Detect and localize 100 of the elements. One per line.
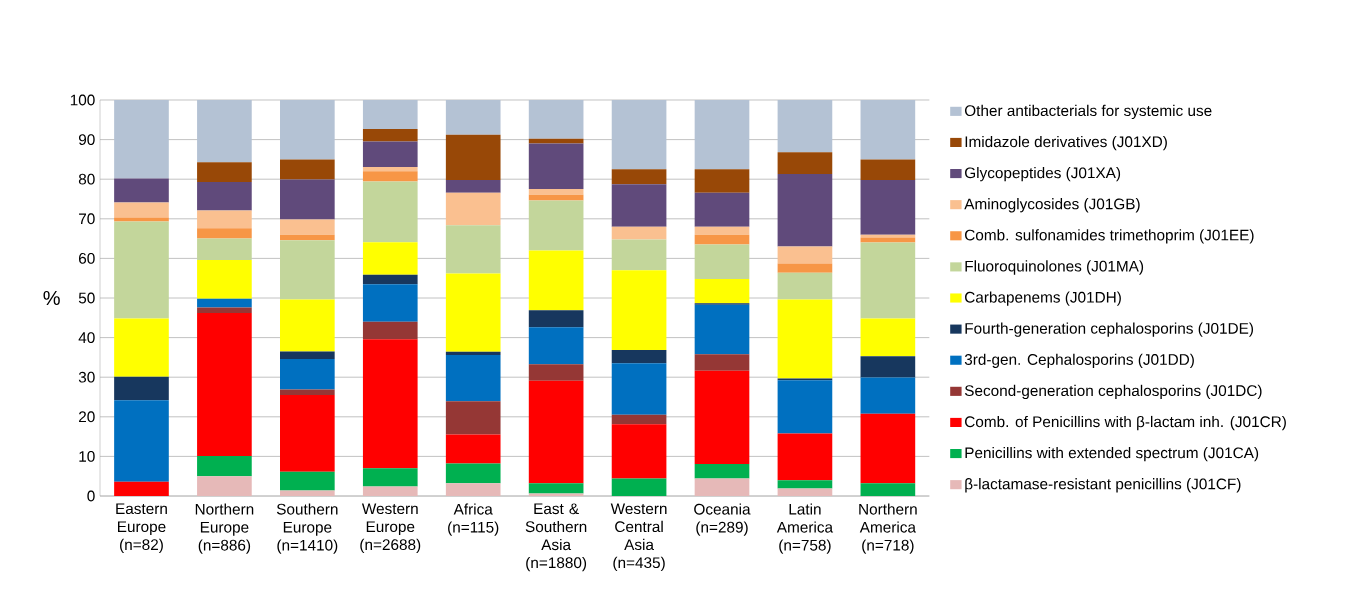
bar — [611, 184, 667, 227]
y-tick-label: 10 — [79, 450, 95, 462]
bar — [860, 100, 916, 160]
bar — [528, 310, 584, 328]
bar — [362, 468, 418, 487]
legend-label: Fluoroquinolones (J01MA) — [965, 260, 1144, 275]
y-tick-label: 60 — [79, 252, 95, 264]
legend-label: Carbapenems (J01DH) — [965, 291, 1121, 306]
bar — [860, 242, 916, 319]
bar — [362, 274, 418, 285]
x-tick-label: Oceania (n=289) — [694, 503, 751, 536]
y-axis-title: % — [43, 291, 60, 306]
bar — [445, 401, 501, 435]
bar — [280, 179, 335, 220]
bar — [197, 307, 252, 314]
legend-label: 3rd-gen. Cephalosporins (J01DD) — [964, 353, 1194, 368]
x-tick-label: Western Europe (n=2688) — [360, 503, 421, 554]
x-tick-label: Northern America (n=718) — [859, 503, 917, 554]
bar — [280, 219, 335, 235]
y-tick-label: 40 — [78, 332, 95, 344]
bar — [197, 259, 252, 299]
bar — [611, 169, 667, 185]
bar — [280, 471, 335, 491]
bar — [777, 174, 833, 247]
bar — [860, 483, 916, 496]
bar — [694, 234, 750, 245]
bar — [860, 413, 916, 484]
bar — [777, 433, 833, 481]
bar — [694, 192, 750, 227]
bar — [197, 162, 252, 182]
bar — [114, 318, 169, 377]
x-tick-label: Latin America (n=758) — [776, 503, 834, 554]
bar — [777, 488, 833, 496]
bar — [445, 483, 501, 496]
bar — [445, 355, 501, 402]
bar — [860, 179, 916, 235]
bar — [197, 313, 252, 456]
bar — [362, 321, 418, 340]
bar — [362, 141, 418, 167]
bar — [197, 476, 252, 496]
bar — [197, 210, 252, 229]
bar — [528, 189, 584, 195]
bar — [445, 351, 501, 356]
legend-label: Penicillins with extended spectrum (J01CA) — [965, 447, 1259, 462]
bar — [611, 100, 667, 170]
legend-label: Other antibacterials for systemic use — [964, 104, 1212, 120]
bar — [197, 238, 252, 260]
y-tick-label: 20 — [79, 411, 95, 423]
x-tick-label: Northern Europe (n=886) — [195, 503, 254, 554]
y-tick-label: 100 — [70, 94, 95, 106]
bar — [611, 349, 667, 364]
bar — [777, 272, 833, 300]
x-tick-label: Southern Europe (n=1410) — [276, 503, 338, 554]
bar — [860, 318, 916, 357]
bar — [114, 481, 169, 496]
bar — [528, 194, 584, 201]
x-tick-label: Africa (n=115) — [448, 503, 499, 536]
legend-label: Glycopeptides (J01XA) — [965, 167, 1121, 182]
bar — [445, 434, 501, 464]
bar — [777, 152, 833, 175]
bar — [280, 351, 335, 359]
bar — [777, 299, 833, 379]
legend-label: Imidazole derivatives (J01XD) — [965, 135, 1167, 151]
y-tick-label: 0 — [87, 490, 95, 502]
bar — [694, 354, 750, 371]
bar — [860, 356, 916, 378]
bar — [777, 246, 833, 264]
bar — [528, 483, 584, 494]
bar — [362, 128, 418, 142]
bar — [528, 200, 584, 251]
bar — [114, 400, 169, 482]
legend-label: Comb. sulfonamides trimethoprim (J01EE) — [965, 229, 1254, 244]
x-tick-label: East & Southern Asia (n=1880) — [525, 503, 587, 572]
y-tick-label: 70 — [79, 213, 95, 225]
bar — [694, 169, 750, 193]
bar — [694, 478, 750, 496]
bar — [197, 100, 252, 163]
bar — [280, 299, 335, 352]
bar — [280, 389, 335, 396]
bar — [197, 181, 252, 211]
bar — [114, 376, 169, 401]
bar — [611, 478, 667, 496]
y-tick-label: 30 — [78, 371, 95, 383]
bar — [611, 363, 667, 415]
bar — [528, 143, 584, 190]
y-tick-label: 80 — [78, 173, 95, 185]
bar — [114, 221, 169, 319]
bar — [362, 166, 418, 172]
y-tick-label: 90 — [78, 134, 95, 146]
bar — [860, 237, 916, 243]
bar — [611, 424, 667, 479]
legend-label: Comb. of Penicillins with β-lactam inh. (J01CR) — [965, 415, 1286, 431]
bar — [445, 100, 501, 135]
bar — [362, 284, 418, 322]
bar — [280, 100, 335, 160]
y-tick-label: 50 — [78, 292, 95, 304]
bar — [445, 192, 501, 226]
bar — [694, 463, 750, 479]
bar — [362, 171, 418, 182]
bar — [694, 370, 750, 464]
